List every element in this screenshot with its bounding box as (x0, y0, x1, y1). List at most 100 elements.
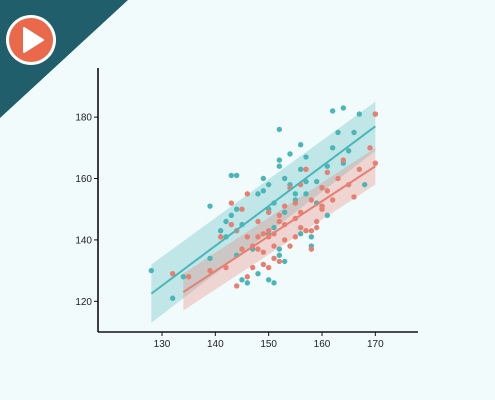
y-tick-label: 140 (75, 235, 92, 246)
regression-line-1 (182, 165, 376, 293)
data-point (276, 258, 283, 265)
data-point (265, 264, 272, 271)
data-point (281, 258, 288, 265)
data-point (324, 169, 331, 176)
data-point (271, 280, 277, 286)
data-point (303, 191, 309, 197)
data-point (276, 246, 283, 252)
data-point (345, 148, 352, 154)
data-point (297, 142, 304, 148)
data-point (228, 200, 235, 206)
data-point (249, 264, 256, 271)
data-point (233, 172, 240, 179)
data-point (367, 145, 373, 151)
play-icon (23, 27, 44, 53)
data-point (233, 283, 240, 289)
data-point (260, 249, 267, 255)
data-point (297, 231, 304, 237)
data-point (244, 280, 251, 286)
data-point (313, 218, 320, 225)
data-point (361, 181, 368, 188)
data-point (281, 237, 288, 243)
data-point (356, 166, 363, 173)
data-point (276, 163, 283, 169)
data-point (271, 243, 277, 249)
data-point (372, 160, 379, 166)
data-point (324, 163, 331, 169)
data-point (276, 212, 283, 219)
data-point (276, 218, 283, 225)
data-point (292, 234, 299, 240)
data-point (223, 218, 229, 225)
data-point (207, 255, 213, 262)
data-point (308, 246, 315, 252)
data-point (303, 154, 309, 160)
data-point (340, 105, 347, 111)
data-point (324, 188, 331, 194)
x-axis-ticks: 130 140 150 160 170 (154, 332, 384, 350)
data-point (260, 231, 267, 237)
data-point (255, 234, 261, 240)
data-point (340, 157, 347, 163)
data-point (185, 274, 192, 280)
data-point (319, 203, 325, 209)
x-tick-label: 150 (260, 339, 277, 350)
data-point (239, 206, 245, 212)
data-point (217, 227, 224, 234)
data-point (335, 175, 341, 182)
confidence-band-0 (151, 101, 376, 323)
data-point (244, 234, 251, 240)
x-tick-label: 130 (154, 339, 171, 350)
data-point (265, 277, 272, 283)
data-point (313, 224, 320, 231)
data-point (228, 212, 235, 219)
play-button[interactable] (6, 15, 56, 65)
data-point (319, 185, 325, 191)
data-point (180, 274, 187, 280)
data-point (276, 252, 283, 258)
data-point (356, 111, 363, 117)
data-point (244, 191, 251, 197)
data-point (207, 267, 213, 274)
data-point (169, 295, 176, 301)
data-point (292, 200, 299, 206)
data-point (276, 126, 283, 133)
data-point (265, 227, 272, 234)
data-point (308, 234, 315, 240)
data-point (303, 227, 309, 234)
data-point (351, 194, 357, 200)
regression-line-0 (150, 125, 376, 295)
y-axis-ticks: 120 140 160 180 (75, 113, 98, 308)
data-point (297, 166, 304, 173)
data-point (228, 172, 235, 179)
data-point (233, 206, 240, 212)
x-tick-label: 170 (367, 339, 384, 350)
data-point (217, 234, 224, 240)
data-point (276, 157, 283, 163)
data-point (271, 255, 277, 262)
y-tick-label: 120 (75, 297, 92, 308)
data-point (239, 277, 245, 283)
data-point (281, 175, 288, 182)
data-point (308, 227, 315, 234)
data-point (329, 197, 336, 203)
data-point (169, 270, 176, 277)
data-point (271, 224, 277, 231)
data-point (351, 129, 357, 136)
data-point (324, 212, 331, 219)
x-tick-label: 140 (207, 339, 224, 350)
y-tick-label: 160 (75, 174, 92, 185)
data-point (303, 166, 309, 173)
data-point (260, 175, 267, 182)
plot-area (148, 101, 379, 323)
data-point (372, 111, 379, 117)
data-point (329, 145, 336, 151)
data-point (292, 191, 299, 197)
y-tick-label: 180 (75, 113, 92, 124)
data-point (255, 270, 261, 277)
data-point (287, 151, 293, 157)
data-point (281, 209, 288, 215)
data-point (148, 267, 155, 274)
data-point (265, 209, 272, 215)
